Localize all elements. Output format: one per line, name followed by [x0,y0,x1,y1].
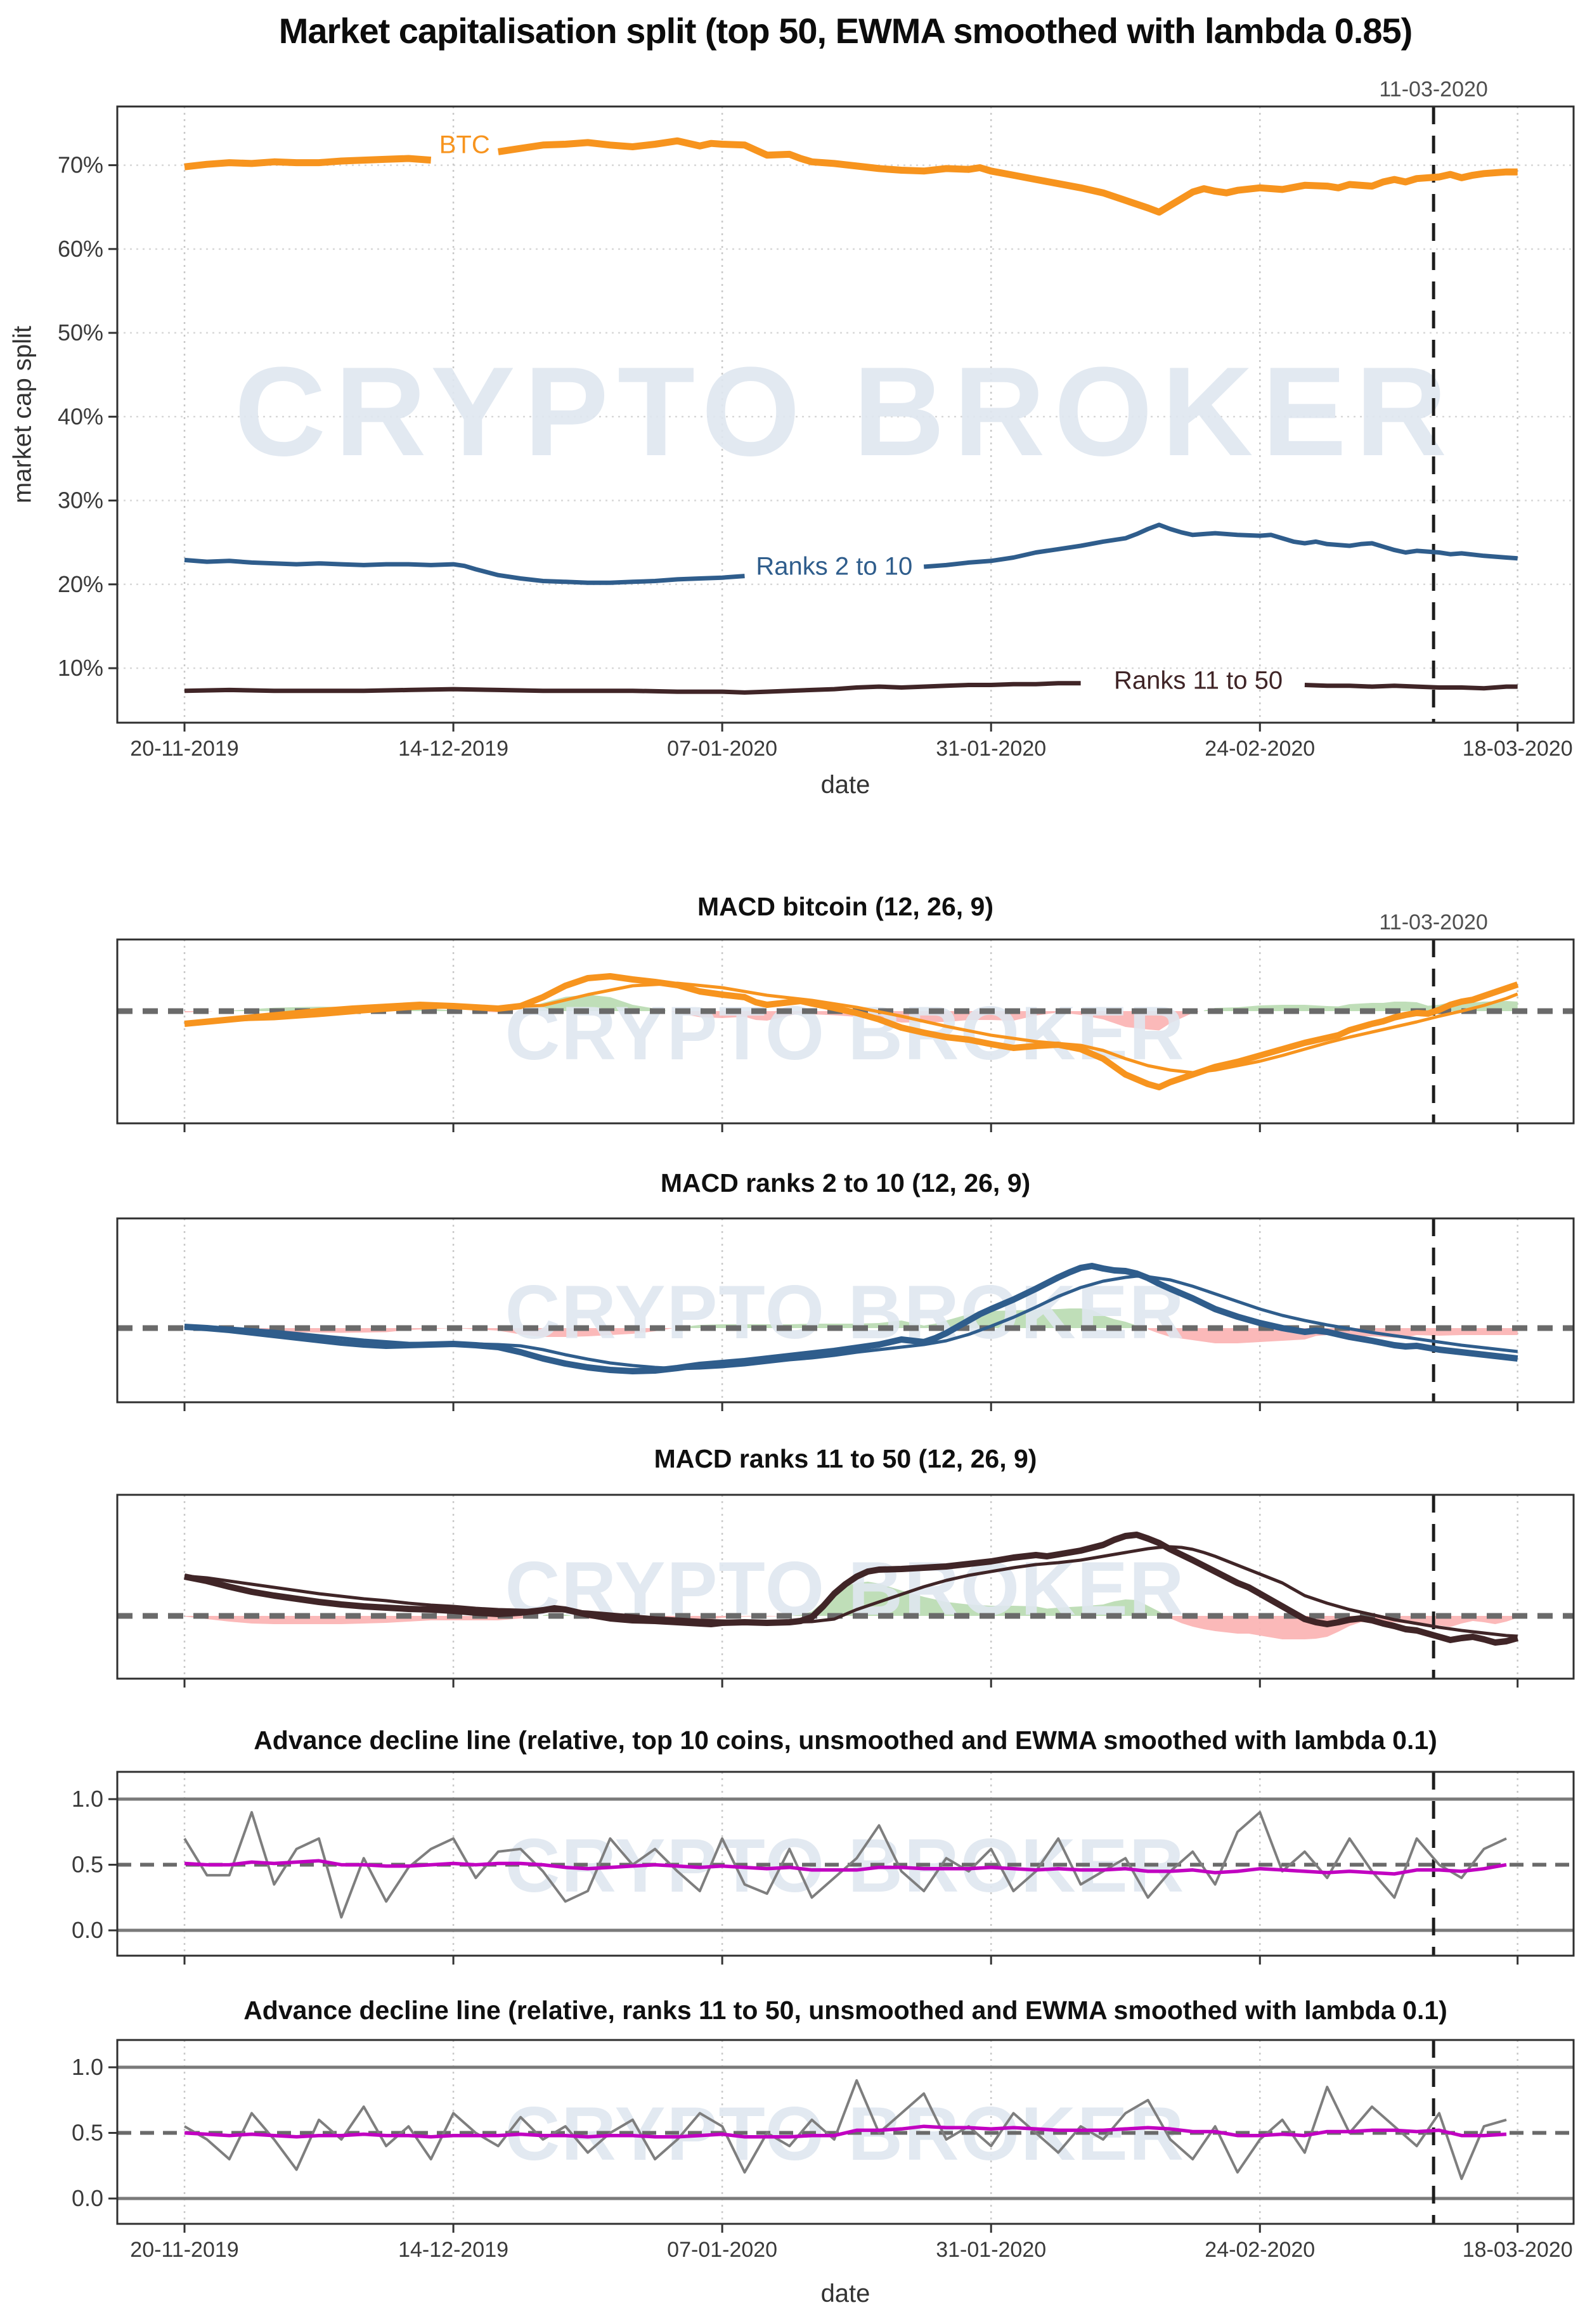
market-cap-split-panel: CRYPTO BROKER BTC Ranks 2 to 10 Ranks 11 to… [58,77,1575,761]
y-tick-label: 1.0 [72,2054,103,2080]
macd-ranks-11-50-panel: CRYPTO BROKER [116,1494,1575,1688]
panel-border [116,105,1575,724]
series-ranks-2-to-10 [923,522,1518,569]
macd-bitcoin-title: MACD bitcoin (12, 26, 9) [697,892,993,921]
macd-bitcoin-panel: CRYPTO BROKER 11-03-2020 [116,910,1575,1132]
x-tick-label: 14-12-2019 [398,2238,508,2262]
y-tick-label: 0.5 [72,1852,103,1878]
histogram-negative-area [1170,1616,1518,1639]
series-label: Ranks 2 to 10 [756,553,912,581]
series-ranks-11-to-50 [184,681,1081,695]
event-date-annotation: 11-03-2020 [1379,910,1487,934]
x-axis-title: date [820,771,870,799]
x-tick-label: 20-11-2019 [130,2238,238,2262]
histogram-negative-area [671,1011,1199,1031]
adl-smoothed-line [184,1859,1507,1876]
macd-ranks-11-50-title: MACD ranks 11 to 50 (12, 26, 9) [654,1444,1037,1473]
series-btc [184,155,432,171]
y-tick-label: 50% [58,320,103,345]
histogram-positive-area [789,1582,1165,1616]
x-tick-label: 24-02-2020 [1205,2238,1315,2262]
x-tick-label: 07-01-2020 [667,2238,777,2262]
x-tick-label: 18-03-2020 [1463,737,1573,761]
adl-raw-line [183,2079,1507,2180]
y-tick-label: 60% [58,236,103,262]
macd-line [184,1263,1518,1374]
adl-smoothed-line [184,2124,1507,2139]
y-tick-label: 30% [58,487,103,513]
x-tick-label: 18-03-2020 [1463,2238,1573,2262]
y-tick-label: 70% [58,152,103,178]
y-tick-label: 0.5 [72,2120,103,2146]
watermark: CRYPTO BROKER [235,341,1456,482]
macd-ranks-2-10-title: MACD ranks 2 to 10 (12, 26, 9) [660,1168,1031,1198]
x-tick-label: 14-12-2019 [398,737,508,761]
histogram-positive-area [521,995,666,1011]
watermark: CRYPTO BROKER [505,1270,1186,1355]
histogram-positive-area [677,1308,1142,1328]
series-ranks-2-to-10 [184,557,745,585]
series-btc [497,137,1518,216]
page-title: Market capitalisation split (top 50, EWM… [278,11,1413,51]
adl-raw-line [183,1811,1507,1919]
macd-ranks-2-10-panel: CRYPTO BROKER [116,1217,1575,1411]
series-label: Ranks 11 to 50 [1114,667,1283,695]
x-tick-label: 07-01-2020 [667,737,777,761]
adl-top10-title: Advance decline line (relative, top 10 c… [254,1726,1437,1755]
x-tick-label: 31-01-2020 [936,2238,1046,2262]
y-tick-label: 40% [58,403,103,429]
watermark: CRYPTO BROKER [505,991,1186,1076]
signal-line [184,1545,1518,1638]
event-date-annotation: 11-03-2020 [1379,77,1487,101]
panel-border [116,2039,1575,2225]
adl-ranks-11-50-title: Advance decline line (relative, ranks 11… [243,1996,1447,2025]
histogram-negative-area [1148,1328,1518,1343]
y-tick-label: 20% [58,571,103,597]
panel-border [116,938,1575,1125]
macd-line [184,1532,1519,1646]
x-tick-label: 20-11-2019 [130,737,238,761]
x-axis-title-bottom: date [820,2280,870,2308]
panel-border [116,1771,1575,1957]
y-tick-label: 0.0 [72,1917,103,1943]
x-tick-label: 24-02-2020 [1205,737,1315,761]
series-label: BTC [439,131,490,159]
x-tick-label: 31-01-2020 [936,737,1046,761]
panel-border [116,1494,1575,1680]
series-ranks-11-to-50 [1304,683,1518,691]
y-tick-label: 0.0 [72,2185,103,2211]
panel-border [116,1217,1575,1404]
y-tick-label: 10% [58,655,103,681]
macd-line [184,973,1519,1090]
y-tick-label: 1.0 [72,1786,103,1812]
signal-line [184,1274,1518,1371]
